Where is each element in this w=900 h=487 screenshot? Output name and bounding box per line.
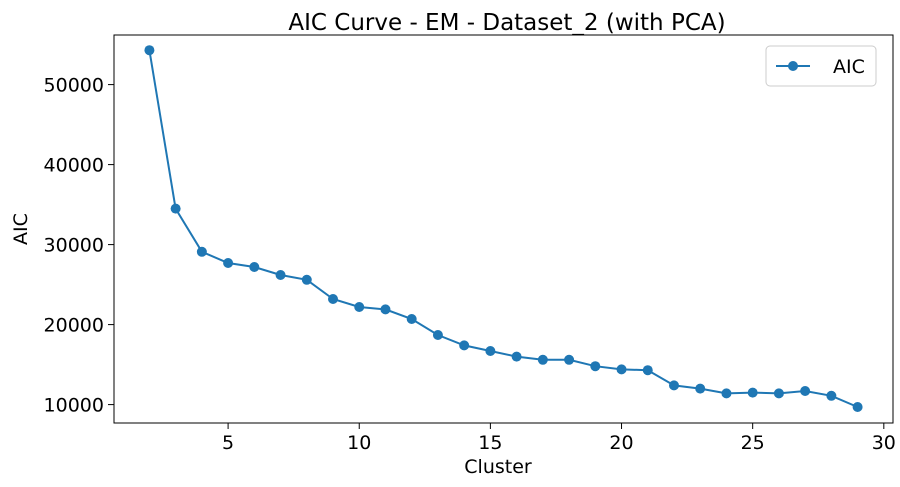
- data-point: [564, 354, 575, 365]
- x-tick-label: 10: [347, 432, 371, 454]
- data-point: [196, 246, 207, 257]
- x-axis-label: Cluster: [464, 456, 532, 478]
- y-tick-label: 20000: [44, 315, 104, 337]
- data-point: [432, 330, 443, 340]
- data-point: [695, 383, 706, 394]
- y-tick-label: 30000: [44, 235, 104, 257]
- data-point: [459, 340, 470, 351]
- data-point: [721, 388, 732, 399]
- legend: AIC: [765, 45, 877, 87]
- y-tick-label: 50000: [44, 75, 104, 97]
- y-axis: 10000 20000 30000 40000 50000: [44, 75, 114, 417]
- data-point: [616, 364, 627, 375]
- x-axis: 5 10 15 20 25 30: [222, 423, 896, 454]
- series-layer: [144, 45, 863, 412]
- data-point: [249, 262, 260, 272]
- data-point: [354, 302, 365, 312]
- x-tick-label: 25: [741, 432, 765, 454]
- x-tick-label: 30: [872, 432, 896, 454]
- data-point: [406, 314, 417, 324]
- data-point: [275, 270, 286, 280]
- data-point: [773, 388, 784, 399]
- data-point: [223, 258, 234, 268]
- data-point: [537, 354, 548, 365]
- x-tick-label: 5: [222, 432, 234, 454]
- legend-frame: [765, 45, 877, 87]
- data-point: [826, 390, 837, 401]
- data-point: [380, 304, 391, 315]
- x-tick-label: 20: [609, 432, 633, 454]
- data-point: [170, 203, 181, 214]
- y-axis-label: AIC: [10, 213, 32, 245]
- x-tick-label: 15: [478, 432, 502, 454]
- data-point: [668, 380, 679, 391]
- data-point: [485, 346, 496, 356]
- plot-area: [113, 34, 894, 424]
- data-point: [511, 351, 522, 362]
- data-point: [852, 402, 863, 412]
- data-point: [301, 274, 312, 285]
- y-tick-label: 10000: [44, 395, 104, 417]
- legend-entry-aic: AIC: [833, 56, 865, 78]
- series-line-aic: [148, 50, 858, 408]
- data-point: [144, 45, 155, 56]
- legend-marker-swatch: [788, 61, 798, 71]
- chart-title: AIC Curve - EM - Dataset_2 (with PCA): [288, 10, 725, 36]
- data-point: [328, 294, 339, 304]
- y-tick-label: 40000: [44, 155, 104, 177]
- data-point: [800, 386, 811, 396]
- data-point: [747, 387, 758, 398]
- data-point: [642, 365, 653, 376]
- data-point: [590, 361, 601, 372]
